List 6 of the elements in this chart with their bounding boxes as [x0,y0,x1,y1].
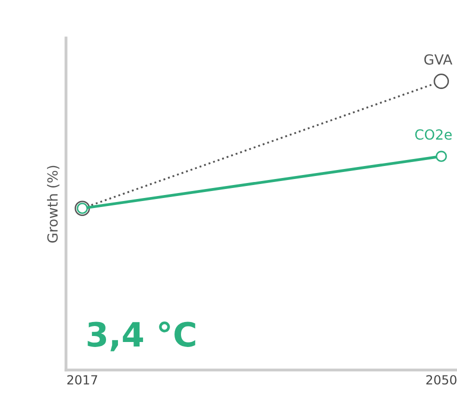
series-label: CO2e [415,129,452,140]
x-tick-label: 2017 [67,375,98,385]
annotation: 3,4 °C [88,322,196,352]
x-tick-label: 2050 [426,375,456,385]
y-axis-title: Growth (%) [47,166,60,243]
series-label: GVA [424,54,452,65]
